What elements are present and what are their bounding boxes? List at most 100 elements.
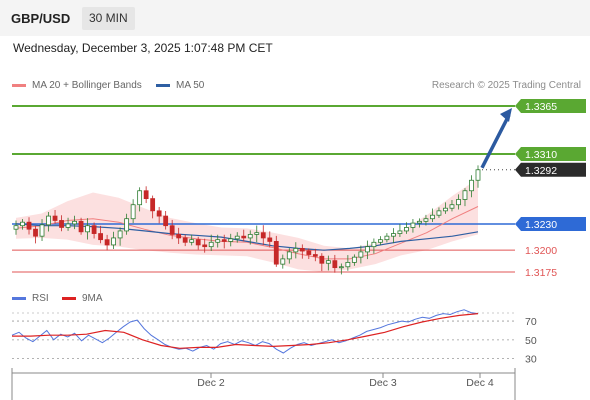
candle-body bbox=[469, 179, 474, 192]
forecast-arrow-head bbox=[500, 108, 512, 122]
candles-layer bbox=[13, 165, 481, 275]
candle-body bbox=[13, 225, 19, 230]
legend-swatch-rsi bbox=[12, 297, 26, 300]
candle-body bbox=[26, 221, 32, 230]
candle-body bbox=[143, 190, 149, 200]
candle-body bbox=[52, 215, 58, 221]
credit-text: Research © 2025 Trading Central bbox=[431, 80, 581, 91]
candle-body bbox=[325, 260, 331, 264]
candle-body bbox=[345, 261, 351, 268]
candle-body bbox=[221, 239, 227, 242]
legend-ma50: MA 50 bbox=[156, 80, 204, 91]
candle-body bbox=[280, 258, 286, 265]
candle-body bbox=[130, 204, 136, 220]
candle-body bbox=[410, 222, 416, 228]
level-tag-text-1.3310: 1.3310 bbox=[525, 149, 557, 161]
candle-body bbox=[404, 227, 409, 232]
legend-rsi: RSI bbox=[12, 293, 49, 304]
forecast-arrow-shaft bbox=[480, 114, 511, 169]
bollinger-bands-layer bbox=[16, 178, 478, 272]
candle-body bbox=[59, 220, 64, 228]
candle-body bbox=[65, 223, 71, 228]
candle-body bbox=[371, 241, 377, 248]
candle-body bbox=[169, 225, 175, 235]
candle-body bbox=[456, 199, 461, 206]
candle-body bbox=[397, 230, 403, 234]
candle-body bbox=[98, 233, 103, 241]
candle-body bbox=[338, 266, 344, 269]
candle-body bbox=[85, 225, 90, 233]
candle-body bbox=[124, 218, 130, 232]
candle-body bbox=[351, 256, 357, 263]
candle-body bbox=[462, 190, 468, 200]
candle-body bbox=[475, 169, 481, 181]
level-tag-1.3292 bbox=[515, 162, 586, 177]
candle-body bbox=[306, 250, 312, 255]
candle-body bbox=[267, 237, 273, 242]
candle-body bbox=[117, 230, 123, 239]
rsi-line bbox=[11, 309, 479, 354]
candle-body bbox=[417, 220, 422, 224]
candle-body bbox=[20, 221, 25, 227]
rsi-tick-30: 30 bbox=[525, 354, 537, 366]
candle-body bbox=[358, 251, 364, 258]
x-tick-label: Dec 2 bbox=[197, 377, 225, 389]
candle-body bbox=[176, 234, 182, 239]
bollinger-band-area bbox=[16, 178, 478, 272]
candle-body bbox=[208, 241, 214, 248]
level-tag-text-1.3175: 1.3175 bbox=[525, 267, 557, 279]
candle-body bbox=[150, 198, 156, 212]
price-levels-layer bbox=[12, 105, 515, 273]
legend-swatch-9ma bbox=[62, 297, 76, 300]
ma20-line bbox=[15, 206, 479, 260]
forecast-arrow-layer bbox=[480, 108, 512, 169]
level-tag-text-1.3292: 1.3292 bbox=[525, 165, 557, 177]
candle-body bbox=[286, 251, 292, 260]
candle-body bbox=[364, 246, 370, 253]
candle-body bbox=[299, 248, 305, 252]
rsi-tick-50: 50 bbox=[525, 335, 537, 347]
candle-body bbox=[137, 190, 143, 206]
candle-body bbox=[391, 233, 396, 237]
rsi-9ma-line bbox=[12, 313, 479, 349]
candle-body bbox=[423, 218, 429, 222]
candle-body bbox=[377, 239, 383, 243]
candle-body bbox=[319, 255, 325, 264]
candle-body bbox=[228, 238, 234, 242]
candle-body bbox=[449, 204, 455, 209]
candle-body bbox=[234, 235, 240, 240]
timeframe-badge[interactable]: 30 MIN bbox=[82, 7, 135, 30]
candle-body bbox=[72, 220, 77, 225]
candle-body bbox=[273, 241, 279, 265]
candle-body bbox=[293, 248, 299, 253]
candle-body bbox=[39, 224, 45, 237]
legend-9ma: 9MA bbox=[62, 293, 103, 304]
legend-ma20-bollinger: MA 20 + Bollinger Bands bbox=[12, 80, 142, 91]
x-tick-label: Dec 3 bbox=[369, 377, 397, 389]
candle-body bbox=[189, 239, 195, 243]
candle-body bbox=[260, 232, 266, 239]
candle-body bbox=[156, 210, 162, 217]
rsi-panel: 70 50 30 bbox=[11, 309, 537, 366]
candle-body bbox=[254, 232, 260, 235]
candle-body bbox=[241, 235, 247, 239]
candle-body bbox=[163, 215, 169, 227]
level-tag-1.3310 bbox=[515, 147, 586, 162]
candle-body bbox=[111, 237, 117, 246]
rsi-tick-70: 70 bbox=[525, 316, 537, 328]
level-labels-layer: 1.3365 1.3310 1.3292 1.3230 1.3200 1.3175 bbox=[515, 99, 586, 279]
legend-label-9ma: 9MA bbox=[82, 293, 103, 304]
candle-body bbox=[247, 234, 253, 239]
candle-body bbox=[312, 254, 318, 257]
legend-label-ma20: MA 20 + Bollinger Bands bbox=[32, 80, 142, 91]
level-tag-1.3230 bbox=[515, 216, 586, 231]
candle-body bbox=[443, 207, 448, 212]
candle-body bbox=[430, 214, 435, 220]
candle-body bbox=[46, 215, 51, 226]
candle-body bbox=[195, 239, 201, 246]
datetime-label: Wednesday, December 3, 2025 1:07:48 PM C… bbox=[13, 41, 273, 55]
x-axis: Dec 2 Dec 3 Dec 4 bbox=[11, 368, 516, 400]
legend-label-rsi: RSI bbox=[32, 293, 49, 304]
level-tag-text-1.3200: 1.3200 bbox=[525, 245, 557, 257]
